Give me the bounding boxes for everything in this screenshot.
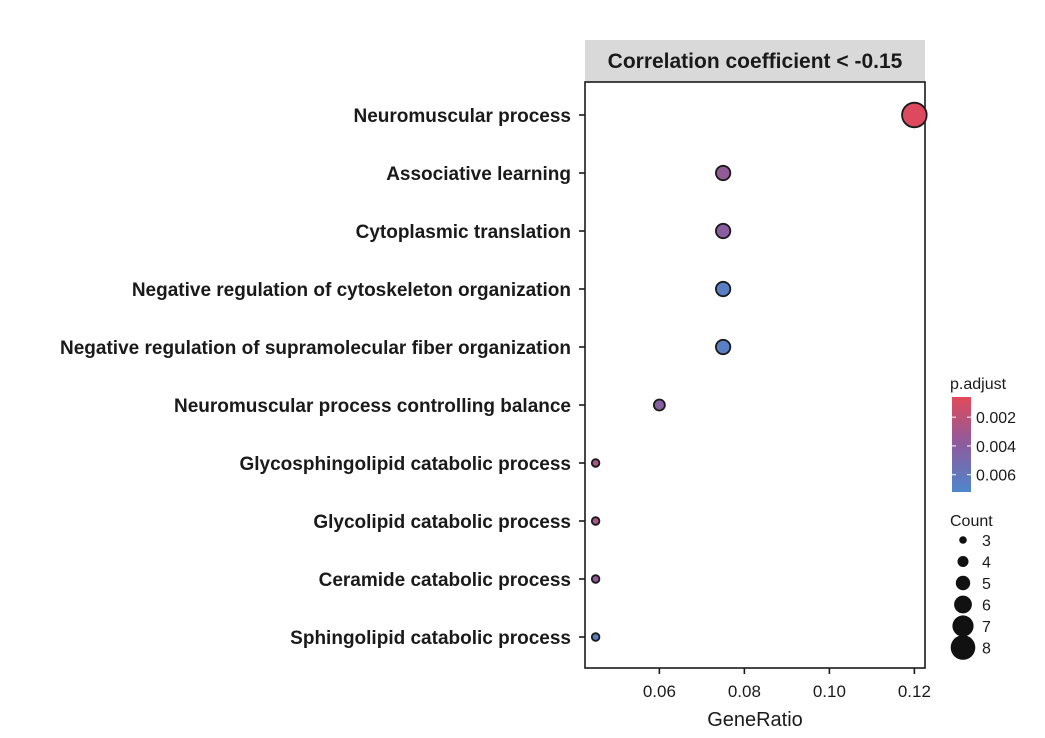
count-legend-label: 7 xyxy=(982,619,991,636)
data-point xyxy=(715,280,732,298)
x-tick-label: 0.10 xyxy=(813,682,846,701)
x-axis-title: GeneRatio xyxy=(707,709,803,731)
y-tick-label: Neuromuscular process xyxy=(353,106,571,127)
colorbar-tick-label: 0.002 xyxy=(976,410,1016,427)
facet-title: Correlation coefficient < -0.15 xyxy=(608,50,903,73)
y-tick-label: Cytoplasmic translation xyxy=(356,222,571,243)
facet-strip-background xyxy=(585,40,925,82)
data-point xyxy=(590,574,601,584)
x-tick-label: 0.06 xyxy=(643,682,676,701)
y-tick-label: Glycosphingolipid catabolic process xyxy=(239,454,571,475)
data-point xyxy=(590,632,601,642)
p-adjust-legend: p.adjust 0.002 0.004 0.006 xyxy=(950,376,1016,492)
data-point xyxy=(590,458,601,468)
count-legend-key xyxy=(955,575,971,591)
count-legend-label: 3 xyxy=(982,533,991,550)
colorbar-tick-label: 0.004 xyxy=(976,439,1016,456)
count-legend-key xyxy=(950,635,976,660)
data-point xyxy=(590,516,601,526)
x-axis: GeneRatio 0.06 0.08 0.10 0.12 xyxy=(643,668,931,731)
count-legend-title: Count xyxy=(950,513,993,530)
count-legend-key xyxy=(957,556,969,567)
count-legend-label: 6 xyxy=(982,598,991,615)
plot-panel-border xyxy=(584,81,926,669)
count-legend-key xyxy=(952,615,974,637)
count-legend-label: 8 xyxy=(982,641,991,658)
y-tick-label: Associative learning xyxy=(386,164,571,185)
y-tick-label: Neuromuscular process controlling balanc… xyxy=(174,396,571,417)
facet-strip: Correlation coefficient < -0.15 xyxy=(585,40,925,82)
y-tick-label: Glycolipid catabolic process xyxy=(313,512,571,533)
count-legend-label: 4 xyxy=(982,555,991,572)
y-tick-label: Ceramide catabolic process xyxy=(319,570,571,591)
count-legend-label: 5 xyxy=(982,576,991,593)
y-axis: Neuromuscular process Associative learnin… xyxy=(60,106,585,649)
data-point xyxy=(715,338,732,356)
y-tick-label: Negative regulation of supramolecular fi… xyxy=(60,338,571,359)
p-adjust-legend-title: p.adjust xyxy=(950,376,1007,393)
count-legend: Count 3 4 5 6 7 8 xyxy=(950,513,993,660)
colorbar-tick-label: 0.006 xyxy=(976,468,1016,485)
data-points xyxy=(590,101,928,642)
data-point xyxy=(715,164,732,182)
count-legend-key xyxy=(959,536,967,544)
y-tick-label: Sphingolipid catabolic process xyxy=(290,628,571,649)
data-point xyxy=(652,398,666,412)
data-point xyxy=(715,222,732,240)
x-tick-label: 0.12 xyxy=(898,682,931,701)
p-adjust-colorbar xyxy=(952,397,971,492)
y-tick-label: Negative regulation of cytoskeleton orga… xyxy=(132,280,571,301)
data-point xyxy=(901,101,928,129)
count-legend-key xyxy=(954,595,972,614)
plot-panel xyxy=(584,81,926,669)
x-tick-label: 0.08 xyxy=(728,682,761,701)
